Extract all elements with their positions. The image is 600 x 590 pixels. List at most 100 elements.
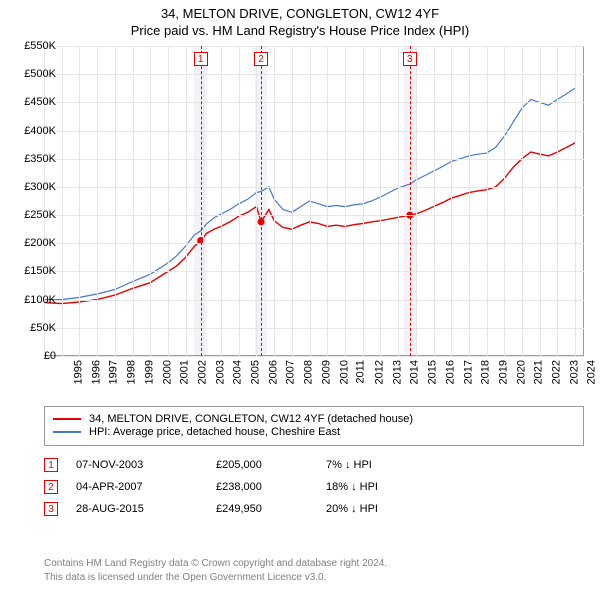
x-axis-label: 2021 — [533, 360, 545, 384]
x-axis-label: 2014 — [409, 360, 421, 384]
legend-item: HPI: Average price, detached house, Ches… — [53, 426, 575, 438]
sales-row: 1 07-NOV-2003 £205,000 7% ↓ HPI — [44, 454, 446, 476]
grid-vertical — [398, 46, 399, 356]
grid-vertical — [256, 46, 257, 356]
x-axis-label: 1998 — [126, 360, 138, 384]
sale-marker-icon: 2 — [254, 52, 268, 66]
sale-vline — [410, 46, 411, 356]
grid-horizontal — [44, 131, 584, 132]
x-axis-label: 2016 — [444, 360, 456, 384]
grid-horizontal — [44, 187, 584, 188]
sales-row: 2 04-APR-2007 £238,000 18% ↓ HPI — [44, 476, 446, 498]
x-axis-label: 2009 — [320, 360, 332, 384]
grid-vertical — [79, 46, 80, 356]
grid-vertical — [186, 46, 187, 356]
y-axis-label: £350K — [24, 153, 56, 165]
x-axis-label: 2015 — [427, 360, 439, 384]
x-axis-label: 2012 — [373, 360, 385, 384]
grid-horizontal — [44, 271, 584, 272]
y-axis-label: £250K — [24, 209, 56, 221]
x-axis-label: 1999 — [143, 360, 155, 384]
x-axis-label: 2004 — [232, 360, 244, 384]
chart-title-line1: 34, MELTON DRIVE, CONGLETON, CW12 4YF — [0, 0, 600, 21]
footer-line2: This data is licensed under the Open Gov… — [44, 571, 584, 585]
grid-vertical — [221, 46, 222, 356]
grid-vertical — [150, 46, 151, 356]
grid-horizontal — [44, 356, 584, 357]
grid-horizontal — [44, 102, 584, 103]
legend: 34, MELTON DRIVE, CONGLETON, CW12 4YF (d… — [44, 406, 584, 446]
chart-svg — [44, 46, 584, 356]
grid-vertical — [168, 46, 169, 356]
y-axis-label: £400K — [24, 125, 56, 137]
sales-table: 1 07-NOV-2003 £205,000 7% ↓ HPI 2 04-APR… — [44, 454, 446, 520]
grid-vertical — [44, 46, 45, 356]
x-axis-label: 2017 — [462, 360, 474, 384]
x-axis-label: 2018 — [480, 360, 492, 384]
y-axis-label: £550K — [24, 40, 56, 52]
x-axis-label: 2007 — [285, 360, 297, 384]
grid-vertical — [115, 46, 116, 356]
x-axis-label: 2008 — [303, 360, 315, 384]
grid-vertical — [522, 46, 523, 356]
grid-vertical — [203, 46, 204, 356]
sale-hpi-delta: 18% ↓ HPI — [326, 481, 446, 493]
grid-horizontal — [44, 300, 584, 301]
x-axis-label: 2000 — [161, 360, 173, 384]
chart-container: 34, MELTON DRIVE, CONGLETON, CW12 4YF Pr… — [0, 0, 600, 590]
plot-area: 1 2 3 — [44, 46, 584, 356]
y-axis-label: £150K — [24, 265, 56, 277]
sale-marker-icon: 3 — [403, 52, 417, 66]
y-axis-label: £450K — [24, 96, 56, 108]
grid-vertical — [434, 46, 435, 356]
legend-label: 34, MELTON DRIVE, CONGLETON, CW12 4YF (d… — [89, 413, 413, 425]
grid-vertical — [345, 46, 346, 356]
grid-vertical — [310, 46, 311, 356]
grid-vertical — [363, 46, 364, 356]
sale-price: £238,000 — [216, 481, 326, 493]
x-axis-label: 2020 — [515, 360, 527, 384]
grid-horizontal — [44, 328, 584, 329]
x-axis-label: 1997 — [108, 360, 120, 384]
grid-vertical — [292, 46, 293, 356]
legend-swatch — [53, 418, 81, 420]
grid-horizontal — [44, 215, 584, 216]
grid-horizontal — [44, 46, 584, 47]
sale-hpi-delta: 20% ↓ HPI — [326, 503, 446, 515]
x-axis-label: 2010 — [338, 360, 350, 384]
legend-item: 34, MELTON DRIVE, CONGLETON, CW12 4YF (d… — [53, 413, 575, 425]
grid-vertical — [380, 46, 381, 356]
x-axis-label: 2022 — [551, 360, 563, 384]
grid-vertical — [327, 46, 328, 356]
x-axis-label: 2001 — [179, 360, 191, 384]
grid-horizontal — [44, 243, 584, 244]
grid-vertical — [504, 46, 505, 356]
sale-marker-icon: 1 — [194, 52, 208, 66]
x-axis-label: 2003 — [214, 360, 226, 384]
x-axis-label: 2005 — [250, 360, 262, 384]
y-axis-label: £100K — [24, 294, 56, 306]
grid-vertical — [274, 46, 275, 356]
grid-vertical — [62, 46, 63, 356]
sale-price: £205,000 — [216, 459, 326, 471]
x-axis-label: 2023 — [568, 360, 580, 384]
x-axis-label: 2006 — [267, 360, 279, 384]
x-axis-label: 1995 — [72, 360, 84, 384]
y-axis-label: £200K — [24, 237, 56, 249]
sale-vline — [201, 46, 202, 356]
grid-horizontal — [44, 159, 584, 160]
sale-date: 04-APR-2007 — [76, 481, 216, 493]
legend-label: HPI: Average price, detached house, Ches… — [89, 426, 340, 438]
x-axis-label: 2011 — [355, 360, 367, 384]
sale-date: 07-NOV-2003 — [76, 459, 216, 471]
sale-marker-icon: 3 — [44, 502, 58, 516]
grid-vertical — [540, 46, 541, 356]
x-axis-label: 2002 — [196, 360, 208, 384]
y-axis-label: £50K — [30, 322, 56, 334]
y-axis-label: £500K — [24, 68, 56, 80]
y-axis-label: £0 — [44, 350, 56, 362]
footer-attribution: Contains HM Land Registry data © Crown c… — [44, 557, 584, 584]
grid-vertical — [557, 46, 558, 356]
grid-vertical — [469, 46, 470, 356]
grid-vertical — [451, 46, 452, 356]
